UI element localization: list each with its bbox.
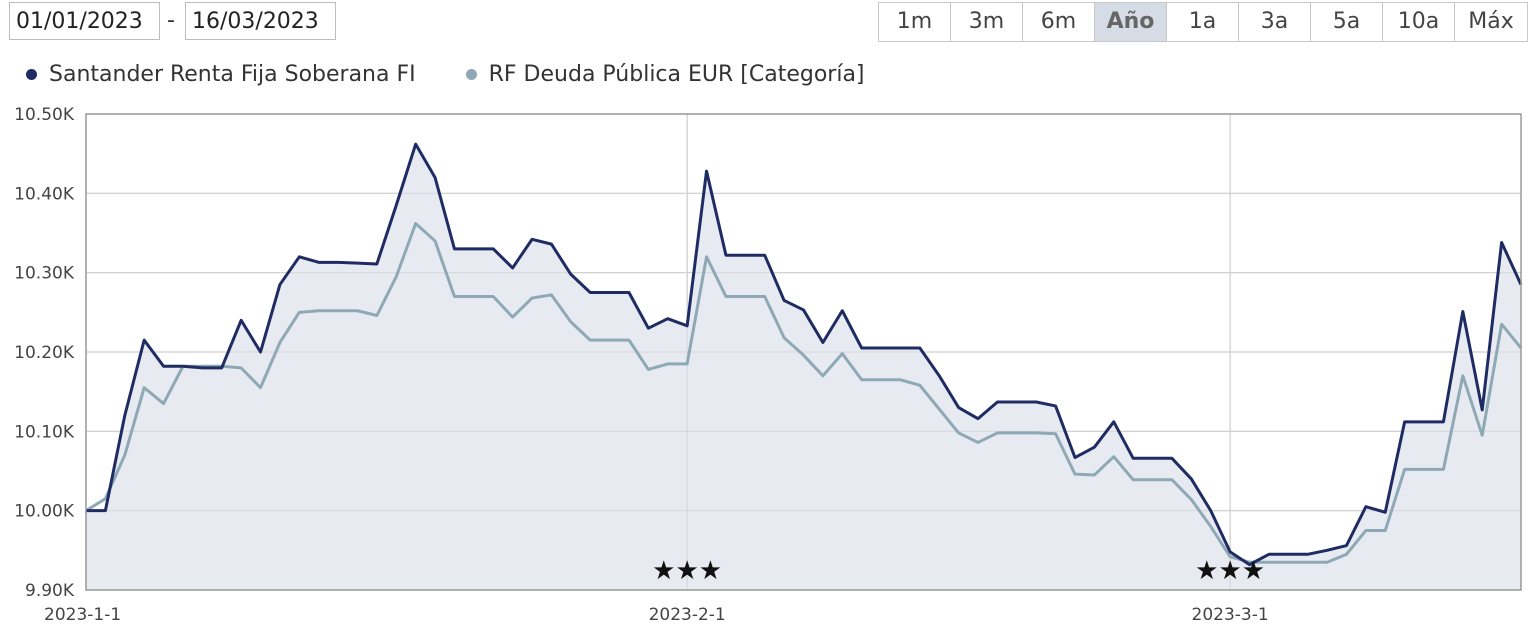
x-tick-label: 2023-2-1: [649, 605, 726, 625]
range-button-3m[interactable]: 3m: [951, 3, 1023, 41]
y-tick-label: 9.90K: [25, 581, 75, 601]
range-button-5a[interactable]: 5a: [1311, 3, 1383, 41]
chart-legend: Santander Renta Fija Soberana FI RF Deud…: [26, 62, 865, 87]
rating-stars: ★★★: [1195, 556, 1265, 586]
legend-dot-category: [465, 69, 477, 80]
y-tick-label: 10.30K: [14, 264, 75, 284]
range-selector: 1m 3m 6m Año 1a 3a 5a 10a Máx: [878, 2, 1528, 42]
date-range-separator: -: [167, 8, 175, 33]
x-tick-label: 2023-1-1: [44, 605, 121, 625]
y-tick-label: 10.20K: [14, 343, 75, 363]
x-tick-label: 2023-3-1: [1192, 605, 1269, 625]
range-button-10a[interactable]: 10a: [1383, 3, 1455, 41]
range-button-ano[interactable]: Año: [1095, 3, 1167, 41]
range-button-3a[interactable]: 3a: [1239, 3, 1311, 41]
legend-dot-fund: [26, 69, 37, 80]
legend-item-fund[interactable]: Santander Renta Fija Soberana FI: [26, 62, 416, 87]
plot-border: [85, 113, 1522, 591]
range-button-max[interactable]: Máx: [1455, 3, 1527, 41]
y-tick-label: 10.00K: [14, 502, 75, 522]
date-to-input[interactable]: 16/03/2023: [185, 2, 336, 40]
y-tick-label: 10.50K: [14, 105, 75, 125]
y-tick-label: 10.10K: [14, 422, 75, 442]
series-line-fund: [86, 142, 1523, 567]
y-tick-label: 10.40K: [14, 184, 75, 204]
range-button-6m[interactable]: 6m: [1023, 3, 1095, 41]
range-button-1m[interactable]: 1m: [879, 3, 951, 41]
legend-label-fund: Santander Renta Fija Soberana FI: [49, 62, 416, 87]
range-button-1a[interactable]: 1a: [1167, 3, 1239, 41]
series-line-category: [85, 221, 1523, 564]
legend-item-category[interactable]: RF Deuda Pública EUR [Categoría]: [465, 62, 865, 87]
legend-label-category: RF Deuda Pública EUR [Categoría]: [488, 62, 865, 87]
rating-stars: ★★★: [652, 556, 722, 586]
date-from-input[interactable]: 01/01/2023: [9, 2, 160, 40]
